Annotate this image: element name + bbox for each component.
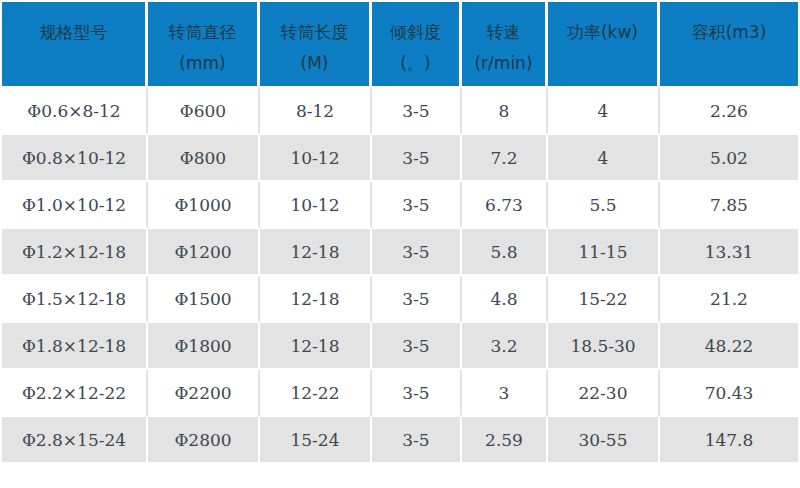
cell-volume: 5.02 — [660, 135, 798, 182]
cell-length: 12-22 — [260, 370, 372, 417]
cell-diameter: Φ1800 — [148, 323, 260, 370]
drum-spec-table: 规格型号 转筒直径 (mm) 转筒长度 (M) 倾斜度 (。) 转速 (r — [2, 2, 798, 464]
cell-diameter: Φ600 — [148, 88, 260, 135]
cell-speed: 3.2 — [462, 323, 548, 370]
cell-power: 4 — [548, 135, 660, 182]
cell-inclination: 3-5 — [372, 417, 462, 464]
cell-diameter: Φ1500 — [148, 276, 260, 323]
cell-diameter: Φ1000 — [148, 182, 260, 229]
table-row: Φ1.5×12-18 Φ1500 12-18 3-5 4.8 15-22 21.… — [2, 276, 798, 323]
table-row: Φ0.8×10-12 Φ800 10-12 3-5 7.2 4 5.02 — [2, 135, 798, 182]
column-header-power: 功率(kw) — [548, 2, 660, 88]
cell-power: 15-22 — [548, 276, 660, 323]
cell-model: Φ2.8×15-24 — [2, 417, 148, 464]
cell-model: Φ0.6×8-12 — [2, 88, 148, 135]
cell-power: 5.5 — [548, 182, 660, 229]
column-header-drum-diameter: 转筒直径 (mm) — [148, 2, 260, 88]
cell-inclination: 3-5 — [372, 88, 462, 135]
cell-power: 18.5-30 — [548, 323, 660, 370]
table-row: Φ1.0×10-12 Φ1000 10-12 3-5 6.73 5.5 7.85 — [2, 182, 798, 229]
column-header-volume: 容积(m3) — [660, 2, 798, 88]
cell-volume: 13.31 — [660, 229, 798, 276]
header-unit: (mm) — [148, 48, 257, 79]
column-header-drum-length: 转筒长度 (M) — [260, 2, 372, 88]
cell-speed: 6.73 — [462, 182, 548, 229]
cell-diameter: Φ800 — [148, 135, 260, 182]
cell-volume: 7.85 — [660, 182, 798, 229]
cell-power: 4 — [548, 88, 660, 135]
cell-volume: 48.22 — [660, 323, 798, 370]
table-row: Φ1.2×12-18 Φ1200 12-18 3-5 5.8 11-15 13.… — [2, 229, 798, 276]
column-header-rotation-speed: 转速 (r/min) — [462, 2, 548, 88]
header-label: 转筒长度 — [260, 17, 369, 48]
cell-diameter: Φ2800 — [148, 417, 260, 464]
cell-model: Φ1.2×12-18 — [2, 229, 148, 276]
cell-diameter: Φ1200 — [148, 229, 260, 276]
header-label: 转筒直径 — [148, 17, 257, 48]
table-body: Φ0.6×8-12 Φ600 8-12 3-5 8 4 2.26 Φ0.8×10… — [2, 88, 798, 464]
header-label: 倾斜度 — [372, 17, 459, 48]
table-row: Φ2.8×15-24 Φ2800 15-24 3-5 2.59 30-55 14… — [2, 417, 798, 464]
cell-length: 8-12 — [260, 88, 372, 135]
cell-speed: 2.59 — [462, 417, 548, 464]
cell-volume: 147.8 — [660, 417, 798, 464]
cell-inclination: 3-5 — [372, 182, 462, 229]
cell-speed: 4.8 — [462, 276, 548, 323]
header-unit — [2, 48, 145, 79]
spec-table-container: 规格型号 转筒直径 (mm) 转筒长度 (M) 倾斜度 (。) 转速 (r — [0, 0, 800, 488]
table-row: Φ1.8×12-18 Φ1800 12-18 3-5 3.2 18.5-30 4… — [2, 323, 798, 370]
cell-power: 11-15 — [548, 229, 660, 276]
cell-model: Φ1.0×10-12 — [2, 182, 148, 229]
cell-length: 12-18 — [260, 229, 372, 276]
cell-inclination: 3-5 — [372, 323, 462, 370]
cell-model: Φ0.8×10-12 — [2, 135, 148, 182]
cell-model: Φ1.5×12-18 — [2, 276, 148, 323]
cell-length: 12-18 — [260, 323, 372, 370]
cell-volume: 70.43 — [660, 370, 798, 417]
cell-inclination: 3-5 — [372, 276, 462, 323]
table-row: Φ0.6×8-12 Φ600 8-12 3-5 8 4 2.26 — [2, 88, 798, 135]
column-header-inclination: 倾斜度 (。) — [372, 2, 462, 88]
header-label: 规格型号 — [2, 17, 145, 48]
header-row: 规格型号 转筒直径 (mm) 转筒长度 (M) 倾斜度 (。) 转速 (r — [2, 2, 798, 88]
cell-inclination: 3-5 — [372, 229, 462, 276]
header-unit: (。) — [372, 48, 459, 79]
cell-inclination: 3-5 — [372, 370, 462, 417]
header-unit — [548, 48, 657, 79]
cell-power: 30-55 — [548, 417, 660, 464]
column-header-model: 规格型号 — [2, 2, 148, 88]
header-unit: (r/min) — [462, 48, 545, 79]
cell-model: Φ2.2×12-22 — [2, 370, 148, 417]
cell-length: 12-18 — [260, 276, 372, 323]
cell-volume: 2.26 — [660, 88, 798, 135]
header-label: 容积(m3) — [660, 17, 798, 48]
cell-speed: 8 — [462, 88, 548, 135]
cell-length: 10-12 — [260, 182, 372, 229]
cell-model: Φ1.8×12-18 — [2, 323, 148, 370]
table-header: 规格型号 转筒直径 (mm) 转筒长度 (M) 倾斜度 (。) 转速 (r — [2, 2, 798, 88]
header-unit: (M) — [260, 48, 369, 79]
header-label: 转速 — [462, 17, 545, 48]
header-unit — [660, 48, 798, 79]
cell-speed: 7.2 — [462, 135, 548, 182]
cell-length: 15-24 — [260, 417, 372, 464]
cell-inclination: 3-5 — [372, 135, 462, 182]
cell-speed: 3 — [462, 370, 548, 417]
cell-power: 22-30 — [548, 370, 660, 417]
cell-volume: 21.2 — [660, 276, 798, 323]
table-row: Φ2.2×12-22 Φ2200 12-22 3-5 3 22-30 70.43 — [2, 370, 798, 417]
cell-diameter: Φ2200 — [148, 370, 260, 417]
header-label: 功率(kw) — [548, 17, 657, 48]
cell-speed: 5.8 — [462, 229, 548, 276]
cell-length: 10-12 — [260, 135, 372, 182]
